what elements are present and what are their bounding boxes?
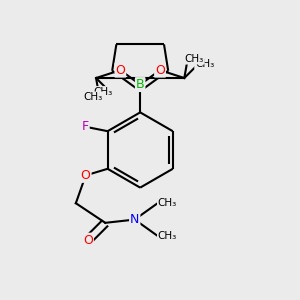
Text: O: O xyxy=(81,169,91,182)
Text: N: N xyxy=(130,213,140,226)
Text: CH₃: CH₃ xyxy=(94,87,113,97)
Text: CH₃: CH₃ xyxy=(83,92,103,102)
Text: CH₃: CH₃ xyxy=(158,231,177,241)
Text: CH₃: CH₃ xyxy=(158,198,177,208)
Text: O: O xyxy=(116,64,125,76)
Text: CH₃: CH₃ xyxy=(184,54,204,64)
Text: CH₃: CH₃ xyxy=(195,59,214,69)
Text: O: O xyxy=(83,234,93,247)
Text: O: O xyxy=(155,64,165,76)
Text: B: B xyxy=(136,78,145,91)
Text: F: F xyxy=(82,120,89,133)
